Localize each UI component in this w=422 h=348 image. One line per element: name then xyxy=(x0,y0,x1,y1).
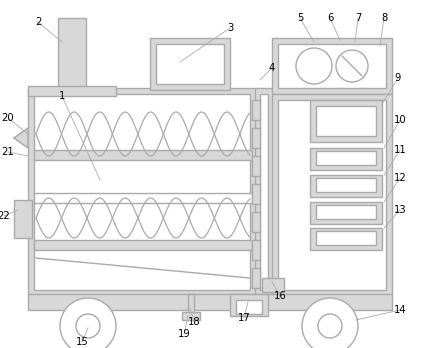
Bar xyxy=(236,300,262,314)
Text: 11: 11 xyxy=(394,145,406,155)
Bar xyxy=(28,86,116,96)
Bar xyxy=(58,18,86,90)
Text: 5: 5 xyxy=(297,13,303,23)
Text: 15: 15 xyxy=(76,337,88,347)
Bar xyxy=(310,148,382,170)
Bar xyxy=(316,151,376,165)
Text: 9: 9 xyxy=(395,73,401,83)
Text: 14: 14 xyxy=(394,305,406,315)
Bar xyxy=(272,94,392,296)
Bar xyxy=(150,38,230,90)
Circle shape xyxy=(76,314,100,338)
Text: 18: 18 xyxy=(188,317,200,327)
Circle shape xyxy=(336,50,368,82)
Text: 4: 4 xyxy=(269,63,275,73)
Bar xyxy=(156,44,224,84)
Bar xyxy=(316,106,376,136)
Bar xyxy=(28,294,392,310)
Text: 6: 6 xyxy=(327,13,333,23)
Text: 7: 7 xyxy=(355,13,361,23)
Bar xyxy=(188,294,194,314)
Bar xyxy=(34,193,252,203)
Circle shape xyxy=(302,298,358,348)
Text: 22: 22 xyxy=(0,211,11,221)
Bar xyxy=(260,94,268,290)
Bar xyxy=(34,150,252,160)
Text: 10: 10 xyxy=(394,115,406,125)
Text: 12: 12 xyxy=(394,173,406,183)
Bar xyxy=(262,278,284,292)
Bar xyxy=(252,268,260,288)
Text: 13: 13 xyxy=(394,205,406,215)
Text: 2: 2 xyxy=(35,17,41,27)
Bar xyxy=(34,240,252,250)
Bar xyxy=(316,231,376,245)
Polygon shape xyxy=(14,128,28,148)
Bar xyxy=(310,100,382,142)
Bar xyxy=(316,178,376,192)
Bar xyxy=(252,184,260,204)
Text: 1: 1 xyxy=(59,91,65,101)
Bar xyxy=(310,228,382,250)
Bar xyxy=(252,100,260,120)
Bar xyxy=(14,200,32,238)
Bar xyxy=(316,205,376,219)
Bar xyxy=(310,202,382,224)
Bar xyxy=(272,38,392,94)
Circle shape xyxy=(296,48,332,84)
Bar xyxy=(230,294,268,316)
Text: 3: 3 xyxy=(227,23,233,33)
Bar xyxy=(252,128,260,148)
Bar xyxy=(310,175,382,197)
Bar xyxy=(255,88,273,296)
Bar xyxy=(28,88,256,296)
Bar xyxy=(278,44,386,88)
Bar xyxy=(182,312,200,320)
Text: 16: 16 xyxy=(273,291,287,301)
Circle shape xyxy=(318,314,342,338)
Circle shape xyxy=(60,298,116,348)
Bar xyxy=(34,94,250,290)
Text: 17: 17 xyxy=(238,313,250,323)
Bar xyxy=(278,100,386,290)
Bar xyxy=(252,212,260,232)
Bar xyxy=(252,156,260,176)
Text: 21: 21 xyxy=(2,147,14,157)
Text: 19: 19 xyxy=(178,329,190,339)
Bar xyxy=(252,240,260,260)
Text: 20: 20 xyxy=(2,113,14,123)
Text: 8: 8 xyxy=(381,13,387,23)
